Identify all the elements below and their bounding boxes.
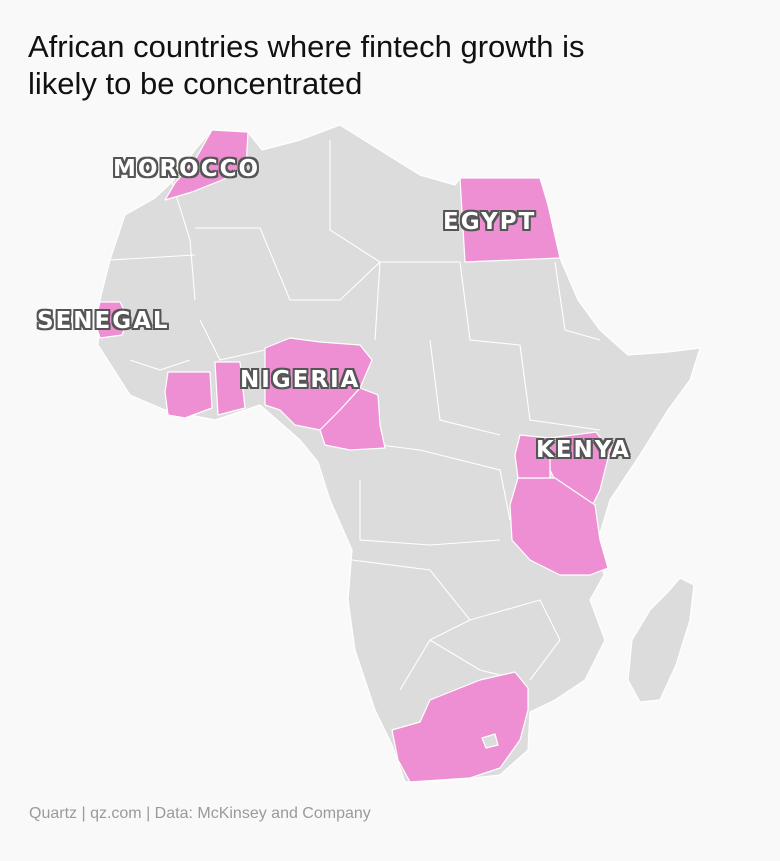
chart-title: African countries where fintech growth i…: [28, 28, 728, 102]
senegal-shape: [94, 301, 129, 339]
label-morocco: MOROCCO: [113, 156, 261, 182]
south-africa-shape: [391, 671, 529, 783]
label-egypt: EGYPT: [443, 209, 537, 235]
morocco-shape: [164, 129, 249, 201]
cameroon-shape: [319, 387, 386, 451]
title-line-2: likely to be concentrated: [28, 66, 363, 101]
label-nigeria: NIGERIA: [240, 367, 361, 393]
lesotho: [481, 733, 499, 749]
label-senegal: SENEGAL: [37, 308, 170, 334]
ghana-shape: [214, 361, 246, 416]
uganda-shape: [514, 434, 551, 479]
ivory-coast-shape: [164, 371, 213, 419]
title-line-1: African countries where fintech growth i…: [28, 29, 585, 64]
tanzania-shape: [509, 477, 609, 576]
label-kenya: KENYA: [536, 437, 632, 463]
source-footer: Quartz | qz.com | Data: McKinsey and Com…: [29, 805, 371, 822]
egypt-shape: [459, 177, 561, 263]
madagascar: [627, 577, 695, 703]
